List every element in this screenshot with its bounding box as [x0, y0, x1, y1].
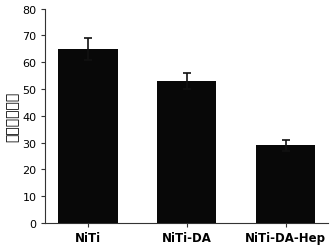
Y-axis label: 接触角（度）: 接触角（度）	[6, 91, 19, 142]
Bar	[58, 50, 118, 223]
Bar	[157, 82, 216, 223]
Bar	[256, 146, 315, 223]
